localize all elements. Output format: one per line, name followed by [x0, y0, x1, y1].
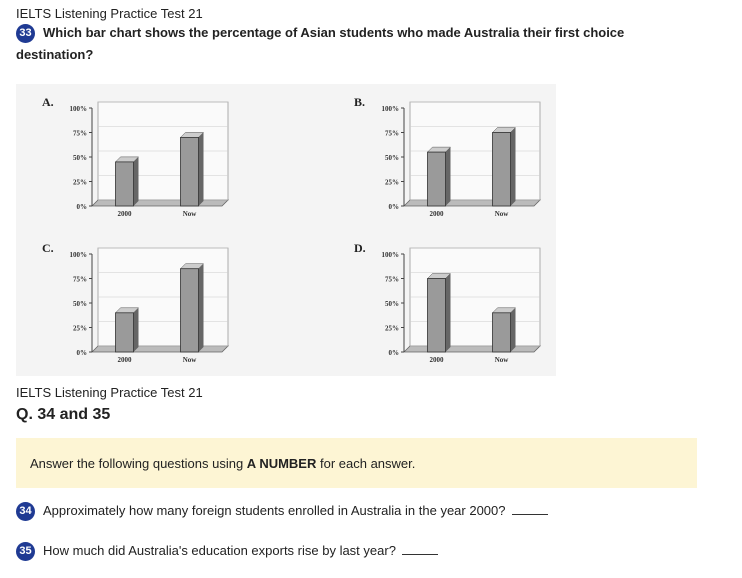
question-number-badge: 34	[16, 502, 35, 521]
x-category-label: Now	[183, 356, 198, 364]
question-number-badge: 33	[16, 24, 35, 44]
question-33-text: Which bar chart shows the percentage of …	[16, 25, 625, 62]
bar-side	[198, 132, 204, 206]
section-test-title: IELTS Listening Practice Test 21	[16, 385, 203, 400]
bar-side	[510, 127, 516, 206]
bar-side	[133, 156, 139, 206]
question-35-text: How much did Australia's education expor…	[43, 542, 396, 558]
chart-floor	[91, 199, 229, 207]
bar-side	[445, 273, 451, 352]
instruction-box: Answer the following questions using A N…	[16, 438, 697, 488]
answer-blank-35[interactable]	[401, 544, 438, 555]
x-category-label: 2000	[118, 356, 133, 364]
x-category-label: Now	[495, 210, 510, 218]
chart-label: A.	[42, 95, 54, 109]
bar-charts-image: A. 100% 75% 50% 25% 0% 2000 Now B. 100% 75% 50% 25% 0…	[16, 84, 556, 376]
instruction-bold: A NUMBER	[246, 456, 317, 471]
x-category-label: Now	[183, 210, 198, 218]
test-title: IELTS Listening Practice Test 21	[16, 6, 203, 21]
y-tick-label: 25%	[73, 179, 87, 187]
y-tick-label: 75%	[385, 276, 399, 284]
chart-label: D.	[354, 241, 366, 255]
bar	[180, 268, 199, 353]
instruction-pre: Answer the following questions using	[30, 456, 247, 471]
bar	[492, 312, 511, 353]
y-tick-label: 50%	[73, 154, 87, 162]
y-tick-label: 75%	[73, 276, 87, 284]
answer-blank-34[interactable]	[511, 504, 548, 515]
y-tick-label: 25%	[73, 325, 87, 333]
y-tick-label: 50%	[73, 300, 87, 308]
bar	[115, 312, 134, 353]
bar-charts-svg: A. 100% 75% 50% 25% 0% 2000 Now B. 100% 75% 50% 25% 0…	[42, 95, 541, 364]
y-tick-label: 100%	[70, 105, 88, 113]
y-tick-label: 0%	[389, 349, 400, 357]
chart-label: B.	[354, 95, 365, 109]
bar	[180, 137, 199, 207]
x-category-label: 2000	[118, 210, 133, 218]
x-category-label: 2000	[430, 356, 445, 364]
x-category-label: Now	[495, 356, 510, 364]
instruction-text: Answer the following questions using A N…	[30, 456, 415, 471]
x-category-label: 2000	[430, 210, 445, 218]
bar	[115, 161, 134, 207]
y-tick-label: 0%	[77, 203, 88, 211]
bar	[427, 278, 446, 353]
question-33: 33 Which bar chart shows the percentage o…	[16, 22, 696, 66]
question-number-badge: 35	[16, 542, 35, 561]
chart-floor	[91, 345, 229, 353]
y-tick-label: 100%	[382, 251, 400, 259]
bar	[427, 151, 446, 207]
y-tick-label: 25%	[385, 325, 399, 333]
bar-side	[445, 147, 451, 206]
y-tick-label: 100%	[382, 105, 400, 113]
y-tick-label: 0%	[77, 349, 88, 357]
question-34: 34 Approximately how many foreign student…	[16, 502, 548, 521]
bar-side	[198, 263, 204, 352]
y-tick-label: 75%	[385, 130, 399, 138]
section-heading: Q. 34 and 35	[16, 406, 111, 423]
y-tick-label: 25%	[385, 179, 399, 187]
bar-side	[133, 307, 139, 352]
chart-label: C.	[42, 241, 54, 255]
y-tick-label: 50%	[385, 154, 399, 162]
y-tick-label: 100%	[70, 251, 88, 259]
y-tick-label: 0%	[389, 203, 400, 211]
bar-side	[510, 307, 516, 352]
question-35: 35 How much did Australia's education exp…	[16, 542, 438, 561]
chart-floor	[403, 345, 541, 353]
y-tick-label: 75%	[73, 130, 87, 138]
bar	[492, 132, 511, 207]
question-34-text: Approximately how many foreign students …	[43, 502, 506, 518]
instruction-post: for each answer.	[316, 456, 416, 471]
chart-floor	[403, 199, 541, 207]
y-tick-label: 50%	[385, 300, 399, 308]
